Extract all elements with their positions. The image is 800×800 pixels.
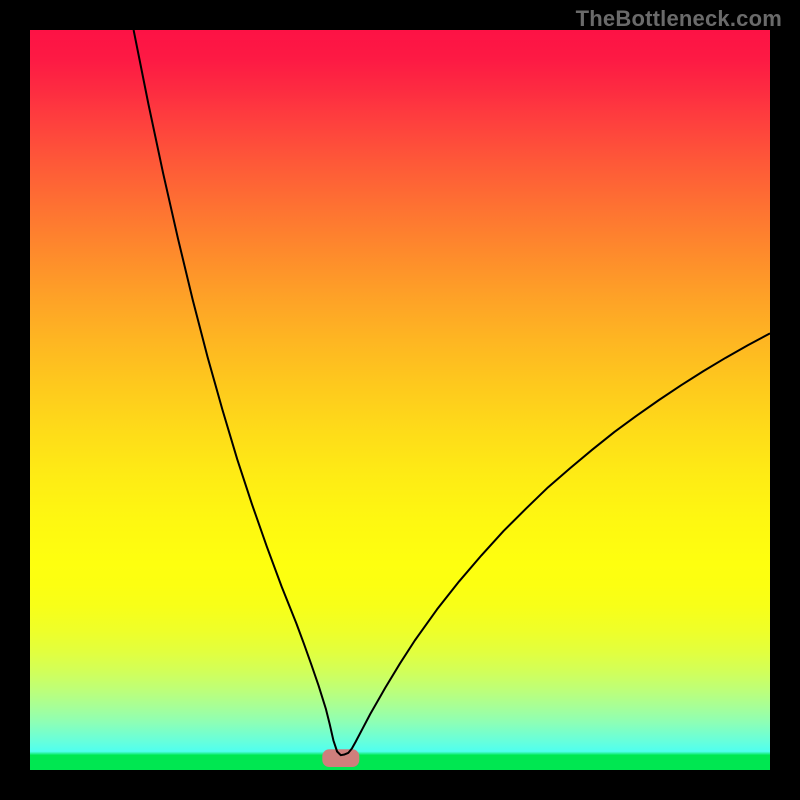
plot-svg <box>30 30 770 770</box>
chart-frame: TheBottleneck.com <box>0 0 800 800</box>
plot-area <box>30 30 770 770</box>
vertex-marker <box>322 749 359 767</box>
watermark-text: TheBottleneck.com <box>576 6 782 32</box>
